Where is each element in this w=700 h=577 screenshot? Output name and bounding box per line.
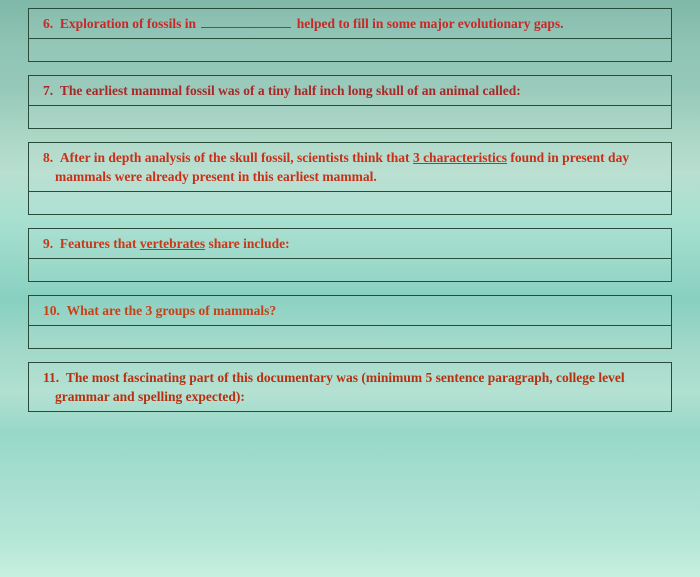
question-prompt-row: 6. Exploration of fossils in helped to f…	[29, 9, 671, 39]
question-number: 9.	[43, 236, 53, 251]
answer-row[interactable]	[29, 326, 671, 348]
question-box: 9. Features that vertebrates share inclu…	[28, 228, 672, 282]
worksheet: 6. Exploration of fossils in helped to f…	[28, 8, 672, 412]
underlined-term: 3 characteristics	[413, 150, 507, 165]
question-prompt-row: 7. The earliest mammal fossil was of a t…	[29, 76, 671, 106]
question-number: 10.	[43, 303, 60, 318]
answer-row[interactable]	[29, 259, 671, 281]
question-box: 10. What are the 3 groups of mammals?	[28, 295, 672, 349]
question-box: 6. Exploration of fossils in helped to f…	[28, 8, 672, 62]
answer-row[interactable]	[29, 106, 671, 128]
question-fragment: The earliest mammal fossil was of a tiny…	[60, 83, 521, 98]
question-fragment: After in depth analysis of the skull fos…	[60, 150, 413, 165]
answer-row[interactable]	[29, 192, 671, 214]
question-prompt-row: 9. Features that vertebrates share inclu…	[29, 229, 671, 259]
question-number: 11.	[43, 370, 59, 385]
question-number: 7.	[43, 83, 53, 98]
question-box: 8. After in depth analysis of the skull …	[28, 142, 672, 214]
question-fragment: Features that	[60, 236, 140, 251]
question-fragment: helped to fill in some major evolutionar…	[293, 16, 563, 31]
question-fragment: What are the 3 groups of mammals?	[67, 303, 277, 318]
question-text: 8. After in depth analysis of the skull …	[43, 149, 657, 185]
question-text: 6. Exploration of fossils in helped to f…	[43, 15, 657, 33]
question-box: 7. The earliest mammal fossil was of a t…	[28, 75, 672, 129]
fill-blank[interactable]	[201, 16, 291, 28]
question-prompt-row: 11. The most fascinating part of this do…	[29, 363, 671, 410]
underlined-term: vertebrates	[140, 236, 205, 251]
question-number: 6.	[43, 16, 53, 31]
question-number: 8.	[43, 150, 53, 165]
question-text: 10. What are the 3 groups of mammals?	[43, 302, 657, 320]
question-fragment: Exploration of fossils in	[60, 16, 200, 31]
question-text: 7. The earliest mammal fossil was of a t…	[43, 82, 657, 100]
answer-row[interactable]	[29, 39, 671, 61]
question-prompt-row: 10. What are the 3 groups of mammals?	[29, 296, 671, 326]
question-prompt-row: 8. After in depth analysis of the skull …	[29, 143, 671, 191]
question-box: 11. The most fascinating part of this do…	[28, 362, 672, 411]
question-fragment: share include:	[205, 236, 290, 251]
question-text: 11. The most fascinating part of this do…	[43, 369, 657, 405]
question-fragment: The most fascinating part of this docume…	[55, 370, 625, 403]
question-text: 9. Features that vertebrates share inclu…	[43, 235, 657, 253]
